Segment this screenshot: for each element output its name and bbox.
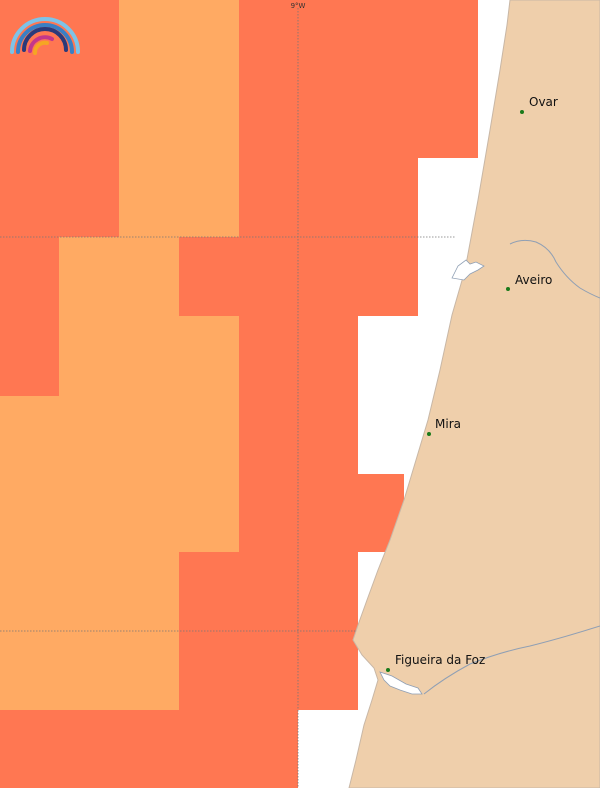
rainbow-logo-icon: [10, 17, 80, 55]
place-marker[interactable]: [386, 668, 390, 672]
place-marker[interactable]: [520, 110, 524, 114]
grid-cell-medium: [59, 237, 179, 316]
land-area: [348, 0, 600, 788]
grid-cell-medium: [59, 316, 239, 396]
graticule: 9°W: [0, 2, 456, 788]
place-label: Ovar: [529, 95, 558, 109]
place-label: Mira: [435, 417, 461, 431]
river: [423, 625, 600, 695]
mondego-estuary: [379, 671, 423, 695]
place-label: Aveiro: [515, 273, 552, 287]
place-aveiro[interactable]: Aveiro: [506, 273, 552, 291]
grid-cell-medium: [119, 0, 239, 237]
river: [509, 239, 600, 299]
places-layer: Ovar Aveiro Mira Figueira da Foz: [386, 95, 558, 672]
place-marker[interactable]: [427, 432, 431, 436]
aveiro-lagoon: [451, 259, 485, 281]
place-label: Figueira da Foz: [395, 653, 485, 667]
grid-cell-medium: [0, 552, 179, 710]
place-figueira-da-foz[interactable]: Figueira da Foz: [386, 653, 485, 672]
place-mira[interactable]: Mira: [427, 417, 461, 436]
grid-cell-medium: [0, 396, 239, 552]
place-ovar[interactable]: Ovar: [520, 95, 558, 114]
grid-cell-high: [0, 710, 298, 788]
graticule-label: 9°W: [291, 2, 306, 10]
place-marker[interactable]: [506, 287, 510, 291]
